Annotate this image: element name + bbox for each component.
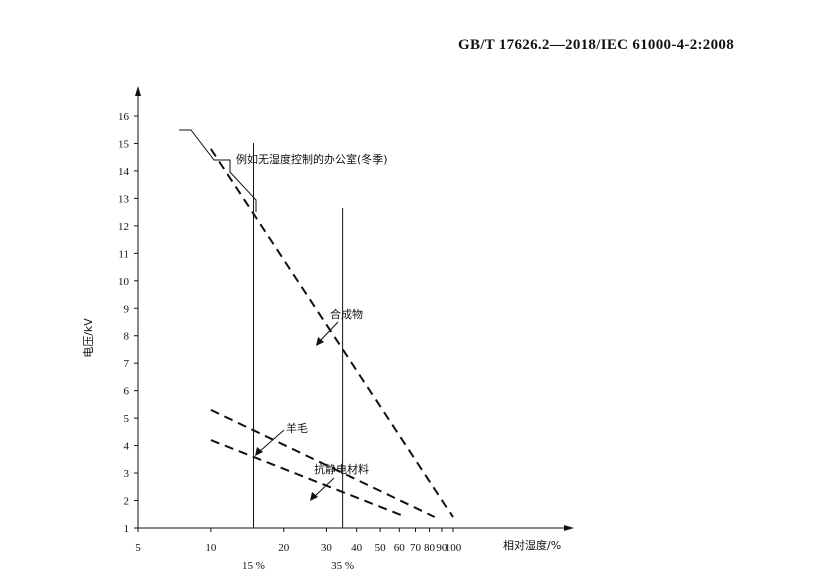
series-line xyxy=(210,439,407,518)
y-tick-label: 4 xyxy=(124,441,130,453)
standard-header: GB/T 17626.2—2018/IEC 61000-4-2:2008 xyxy=(458,37,734,53)
x-axis-arrow xyxy=(564,525,574,531)
office-annotation-label: 例如无湿度控制的办公室(冬季) xyxy=(236,152,388,166)
y-tick-label: 14 xyxy=(118,166,130,178)
series-layer xyxy=(210,148,454,518)
reference-lines: 15 % 35 % xyxy=(242,143,354,572)
x-tick-label: 80 xyxy=(424,542,436,554)
y-tick-label: 11 xyxy=(118,248,129,260)
x-axis-title: 相对湿度/% xyxy=(503,538,561,552)
y-tick-label: 3 xyxy=(124,468,130,480)
wool-pointer xyxy=(258,429,285,453)
antistatic-label: 抗静电材料 xyxy=(314,462,369,476)
synthetic-pointer-arrow xyxy=(316,337,324,346)
synthetic-pointer xyxy=(318,321,339,343)
reference-line-label: 35 % xyxy=(331,560,354,572)
y-tick-label: 5 xyxy=(124,413,130,425)
y-axis-title: 电压/kV xyxy=(82,318,95,358)
reference-line-label: 15 % xyxy=(242,560,265,572)
x-tick-label: 90 xyxy=(436,542,448,554)
x-tick-label: 30 xyxy=(321,542,333,554)
series-line xyxy=(210,408,436,518)
x-tick-label: 70 xyxy=(410,542,422,554)
y-tick-label: 16 xyxy=(118,111,130,123)
y-tick-label: 12 xyxy=(118,221,129,233)
antistatic-pointer xyxy=(313,477,335,498)
y-tick-label: 1 xyxy=(124,523,130,535)
x-tick-label: 100 xyxy=(445,542,462,554)
y-tick-label: 9 xyxy=(124,303,130,315)
x-tick-label: 40 xyxy=(351,542,363,554)
y-tick-label: 6 xyxy=(124,386,130,398)
y-tick-label: 2 xyxy=(124,496,130,508)
wool-label: 羊毛 xyxy=(286,421,308,435)
wool-pointer-arrow xyxy=(255,447,263,456)
x-tick-label: 5 xyxy=(135,542,141,554)
x-tick-label: 50 xyxy=(375,542,387,554)
office-bracket xyxy=(179,129,257,212)
y-tick-label: 13 xyxy=(118,193,130,205)
y-tick-label: 15 xyxy=(118,138,130,150)
x-tick-label: 60 xyxy=(394,542,406,554)
y-tick-label: 10 xyxy=(118,276,130,288)
x-tick-label: 10 xyxy=(205,542,217,554)
y-axis-arrow xyxy=(135,86,141,96)
y-tick-label: 7 xyxy=(124,358,130,370)
series-line xyxy=(210,148,454,518)
x-tick-label: 20 xyxy=(278,542,290,554)
synthetic-label: 合成物 xyxy=(330,307,363,321)
antistatic-pointer-arrow xyxy=(310,492,318,501)
y-tick-label: 8 xyxy=(124,331,130,343)
